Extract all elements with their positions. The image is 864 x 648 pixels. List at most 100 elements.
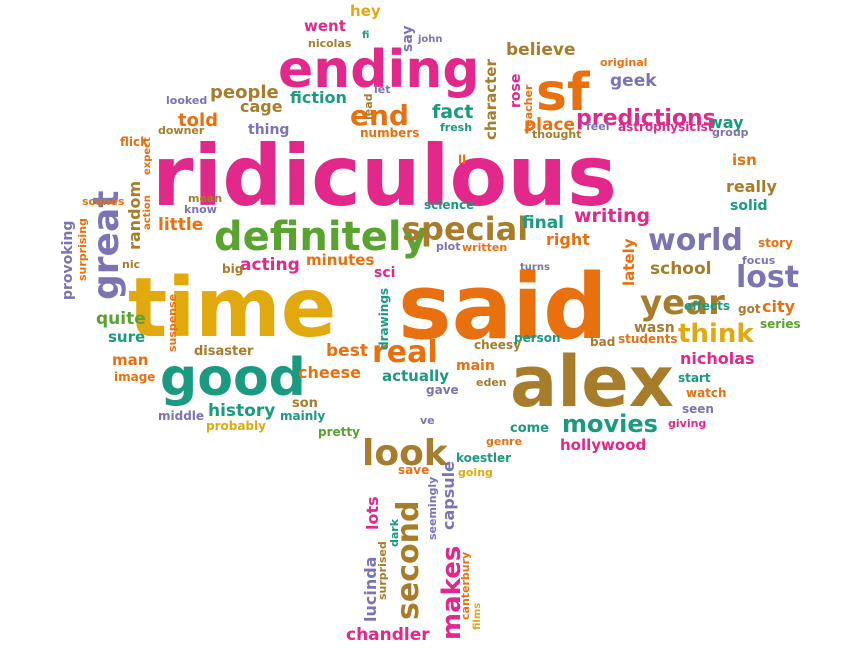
word-let: let	[374, 83, 391, 96]
word-history: history	[208, 401, 275, 421]
word-john: john	[417, 34, 443, 45]
word-place: place	[524, 115, 575, 135]
word-big: big	[222, 262, 243, 276]
word-fiction: fiction	[290, 88, 347, 107]
word-end: end	[350, 99, 409, 132]
word-little: little	[158, 215, 203, 235]
word-seen: seen	[682, 402, 714, 416]
word-quite: quite	[96, 309, 146, 329]
word-world: world	[648, 223, 743, 258]
word-sci: sci	[374, 265, 395, 281]
word-isn: isn	[732, 151, 757, 169]
word-middle: middle	[158, 409, 204, 423]
word-hollywood: hollywood	[560, 436, 646, 454]
word-dark: dark	[388, 518, 401, 547]
word-got: got	[738, 302, 761, 316]
word-lots: lots	[363, 496, 382, 530]
word-effects: effects	[684, 299, 730, 313]
word-solid: solid	[730, 198, 768, 214]
word-say: say	[400, 26, 416, 52]
word-fi: fi	[362, 30, 369, 41]
word-wasn: wasn	[634, 320, 675, 336]
word-year: year	[640, 283, 725, 323]
word-special: special	[402, 210, 528, 248]
word-ll: ll	[458, 153, 466, 167]
word-provoking: provoking	[60, 221, 76, 300]
word-going: going	[458, 466, 493, 479]
word-group: group	[712, 126, 749, 139]
word-hey: hey	[350, 2, 381, 20]
word-eden: eden	[476, 376, 507, 389]
word-bad: bad	[590, 335, 615, 349]
word-lead: lead	[362, 93, 375, 120]
word-action: action	[142, 195, 153, 230]
word-plot: plot	[436, 240, 460, 253]
word-surprised: surprised	[376, 541, 389, 600]
word-right: right	[546, 230, 590, 249]
word-cheesy: cheesy	[474, 338, 521, 352]
word-thing: thing	[248, 122, 289, 138]
word-sf: sf	[536, 63, 591, 123]
word-drawings: drawings	[377, 288, 391, 350]
word-watch: watch	[686, 386, 727, 400]
word-downer: downer	[158, 124, 205, 137]
word-save: save	[398, 463, 429, 477]
word-turns: turns	[520, 262, 550, 273]
word-cheese: cheese	[298, 363, 361, 382]
word-city: city	[762, 297, 796, 316]
word-nicholas: nicholas	[680, 349, 755, 368]
word-films: films	[472, 603, 483, 630]
word-people: people	[210, 82, 279, 103]
word-rose: rose	[508, 74, 524, 108]
word-ending: ending	[278, 40, 480, 100]
word-movies: movies	[562, 410, 658, 438]
word-acting: acting	[240, 255, 300, 275]
word-mean: mean	[188, 192, 222, 205]
word-surprising: surprising	[76, 218, 89, 281]
word-best: best	[326, 341, 368, 361]
word-second: second	[391, 501, 426, 620]
word-look: look	[362, 433, 449, 474]
word-said: said	[398, 255, 608, 360]
word-alex: alex	[510, 341, 674, 423]
word-chandler: chandler	[346, 625, 430, 645]
word-canterbury: canterbury	[459, 552, 472, 620]
word-time: time	[128, 261, 336, 356]
word-expect: expect	[142, 137, 153, 175]
word-random: random	[125, 181, 144, 250]
word-person: person	[514, 331, 561, 345]
word-koestler: koestler	[456, 451, 511, 465]
word-numbers: numbers	[360, 126, 419, 140]
word-geek: geek	[610, 71, 657, 91]
word-sure: sure	[108, 328, 145, 346]
word-makes: makes	[437, 546, 467, 640]
word-minutes: minutes	[306, 251, 374, 269]
word-fresh: fresh	[440, 121, 472, 134]
word-image: image	[114, 370, 155, 384]
word-teacher: teacher	[522, 84, 535, 132]
word-start: start	[678, 371, 711, 385]
word-man: man	[112, 351, 148, 369]
word-great: great	[86, 191, 127, 300]
word-actually: actually	[382, 367, 449, 385]
word-thought: thought	[532, 128, 581, 141]
word-feel: feel	[586, 120, 609, 133]
word-main: main	[456, 358, 495, 374]
word-lately: lately	[620, 238, 638, 286]
word-told: told	[178, 110, 218, 131]
word-ve: ve	[420, 414, 435, 427]
word-capsule: capsule	[439, 461, 458, 530]
word-original: original	[600, 56, 647, 69]
word-genre: genre	[486, 435, 522, 448]
word-believe: believe	[506, 40, 576, 60]
word-story: story	[758, 236, 793, 250]
word-astrophysicist: astrophysicist	[618, 120, 714, 134]
word-disaster: disaster	[194, 344, 254, 359]
word-come: come	[510, 421, 549, 436]
word-focus: focus	[742, 254, 776, 267]
word-lost: lost	[736, 260, 799, 295]
word-definitely: definitely	[214, 214, 428, 260]
word-written: written	[462, 241, 507, 254]
word-students: students	[618, 332, 678, 346]
